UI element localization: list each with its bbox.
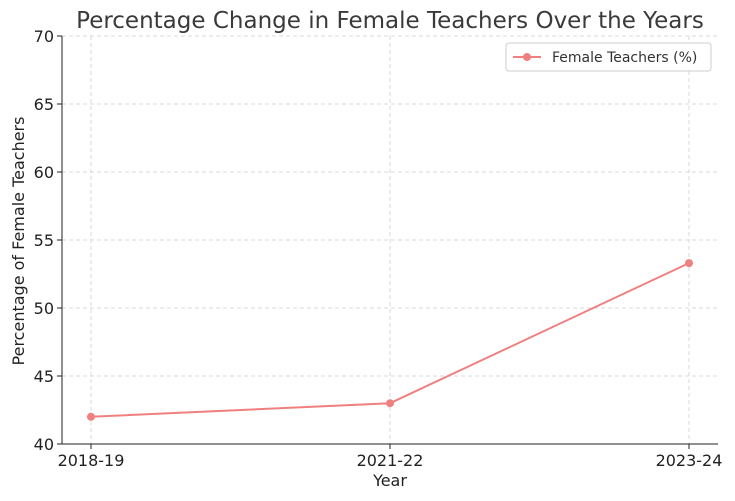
legend-label: Female Teachers (%) bbox=[552, 50, 697, 66]
y-tick-label: 70 bbox=[34, 27, 54, 46]
y-tick-label: 50 bbox=[34, 299, 54, 318]
x-tick-label: 2018-19 bbox=[58, 451, 125, 470]
y-axis-label: Percentage of Female Teachers bbox=[9, 117, 28, 366]
series bbox=[87, 259, 693, 421]
legend: Female Teachers (%) bbox=[505, 42, 712, 72]
y-tick-label: 40 bbox=[34, 435, 54, 454]
ticks: 40 45 50 55 60 65 70 2018-19 2021-22 2023-24 bbox=[34, 27, 723, 470]
data-point bbox=[386, 399, 394, 408]
y-tick-label: 55 bbox=[34, 231, 54, 250]
chart-title: Percentage Change in Female Teachers Ove… bbox=[76, 8, 704, 34]
legend-box bbox=[505, 42, 712, 72]
y-tick-label: 60 bbox=[34, 163, 54, 182]
y-tick-label: 45 bbox=[34, 367, 54, 386]
legend-marker-swatch bbox=[523, 53, 531, 61]
x-tick-label: 2021-22 bbox=[357, 451, 424, 470]
y-tick-label: 65 bbox=[34, 95, 54, 114]
data-point bbox=[685, 259, 693, 268]
gridlines bbox=[62, 35, 718, 445]
x-axis-label: Year bbox=[372, 471, 407, 490]
data-point bbox=[87, 412, 95, 421]
x-tick-label: 2023-24 bbox=[656, 451, 723, 470]
